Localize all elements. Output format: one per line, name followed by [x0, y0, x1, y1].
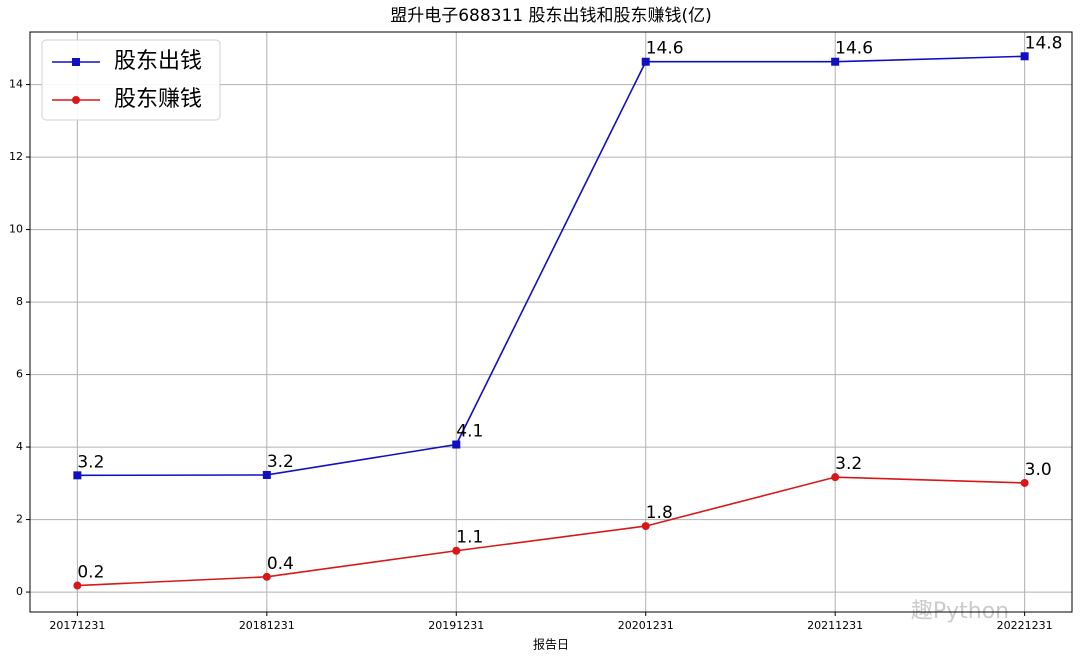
x-axis-label: 报告日: [533, 637, 569, 652]
plot-frame: [29, 31, 1073, 613]
y-tick-label: 6: [16, 368, 23, 381]
data-label: 14.6: [835, 39, 873, 59]
marker: [831, 473, 840, 482]
data-label: 3.2: [77, 452, 104, 472]
marker: [641, 522, 650, 531]
y-tick-label: 0: [16, 585, 23, 598]
data-label: 1.8: [646, 503, 673, 523]
marker: [1020, 478, 1029, 487]
marker: [72, 58, 80, 66]
x-tick-label: 20211231: [807, 619, 863, 632]
x-tick-label: 20201231: [618, 619, 674, 632]
y-tick-label: 2: [16, 513, 23, 526]
data-label: 0.4: [267, 554, 294, 574]
marker: [452, 440, 461, 449]
marker: [72, 96, 80, 104]
x-tick-label: 20221231: [997, 619, 1053, 632]
marker: [641, 57, 650, 66]
series-line: [77, 55, 1025, 477]
x-tick-label: 20181231: [239, 619, 295, 632]
y-tick-label: 10: [9, 223, 23, 236]
y-tick-label: 4: [16, 440, 23, 453]
data-label: 3.2: [835, 454, 862, 474]
chart-title: 盟升电子688311 股东出钱和股东赚钱(亿): [390, 6, 712, 26]
series-line: [77, 476, 1025, 587]
y-tick-label: 8: [16, 295, 23, 308]
marker: [262, 572, 271, 581]
y-tick-label: 14: [9, 78, 23, 91]
marker: [73, 471, 82, 480]
data-label: 0.2: [77, 563, 104, 583]
legend-label: 股东出钱: [114, 49, 202, 74]
data-label: 3.2: [267, 452, 294, 472]
legend-label: 股东赚钱: [114, 87, 202, 112]
marker: [73, 581, 82, 590]
marker: [1020, 52, 1029, 61]
data-label: 1.1: [456, 528, 483, 548]
marker: [262, 470, 271, 479]
x-tick-label: 20171231: [49, 619, 105, 632]
data-label: 3.0: [1025, 460, 1052, 480]
marker: [452, 546, 461, 555]
marker: [831, 57, 840, 66]
data-label: 14.6: [646, 39, 684, 59]
data-label: 4.1: [456, 422, 483, 442]
x-tick-label: 20191231: [428, 619, 484, 632]
data-label: 14.8: [1025, 33, 1063, 53]
y-tick-label: 12: [9, 150, 23, 163]
